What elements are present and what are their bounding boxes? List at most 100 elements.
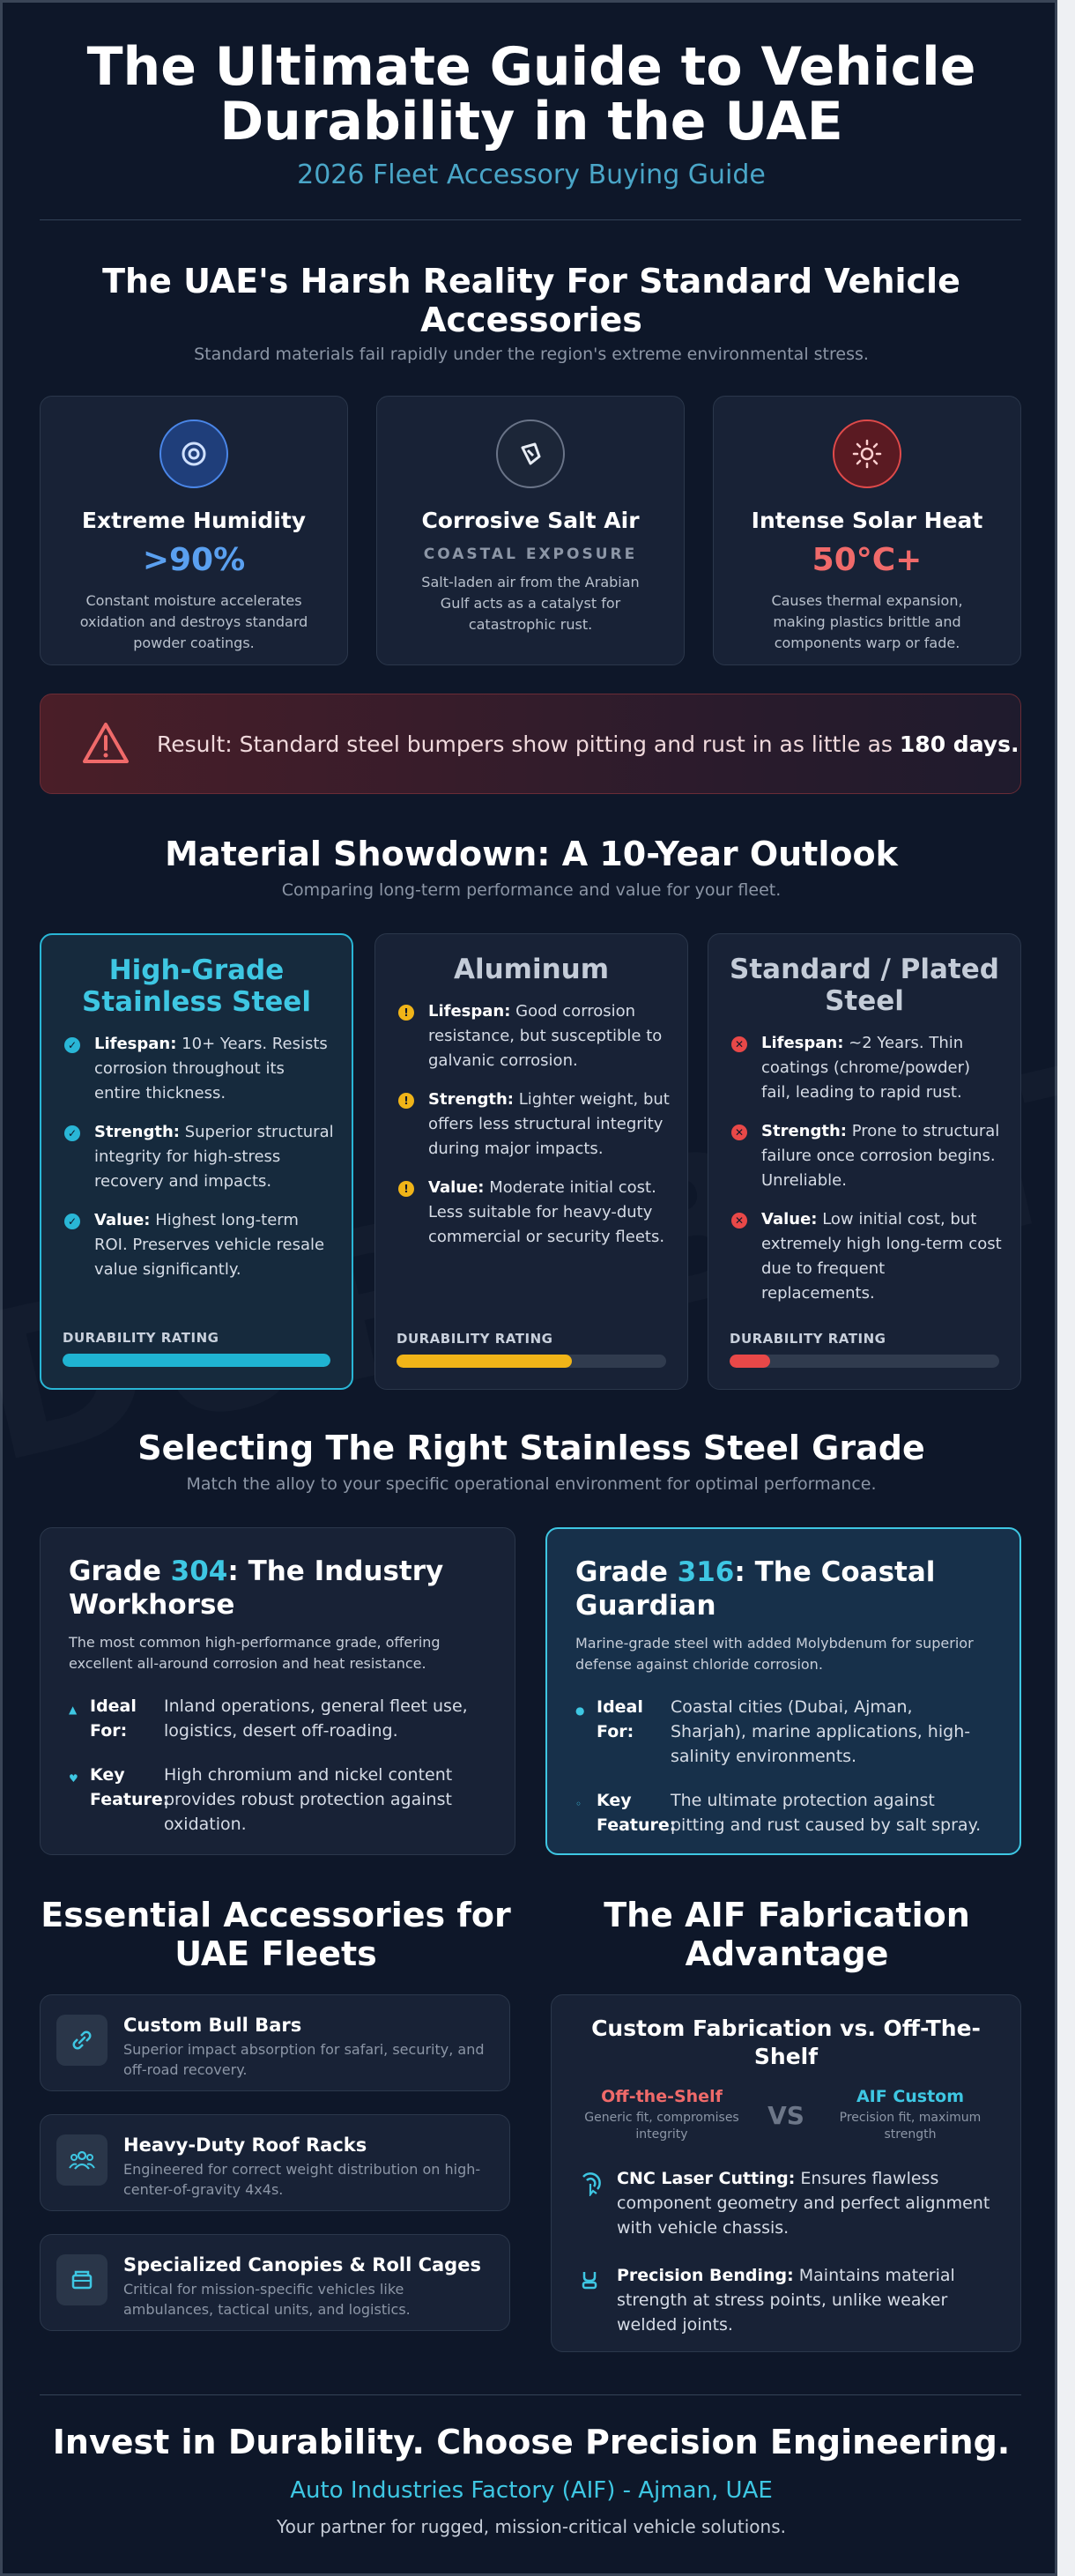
aif-custom-desc: Precision fit, maximum strength: [839, 2111, 982, 2142]
link-icon: [56, 2015, 108, 2066]
off-the-shelf-label: Off-the-Shelf: [601, 2087, 723, 2106]
accessory-item: Specialized Canopies & Roll Cages Critica…: [40, 2234, 510, 2331]
material-point: ! Value: Moderate initial cost. Less suit…: [398, 1176, 670, 1250]
fabrication-card: Custom Fabrication vs. Off-The-Shelf Off…: [551, 1994, 1021, 2352]
humidity-desc: Constant moisture accelerates oxidation …: [79, 592, 308, 651]
warning-icon: [83, 723, 129, 763]
accessory-desc: Superior impact absorption for safari, s…: [123, 2041, 485, 2078]
accessory-name: Custom Bull Bars: [123, 2015, 302, 2036]
x-icon: ✕: [731, 1125, 747, 1140]
materials-section-subtitle: Comparing long-term performance and valu…: [281, 880, 782, 900]
accessory-name: Heavy-Duty Roof Racks: [123, 2134, 367, 2156]
vs-label: VS: [767, 2100, 804, 2130]
solar-heat-card: Intense Solar Heat 50°C+ Causes thermal …: [713, 396, 1021, 665]
x-icon: ✕: [731, 1213, 747, 1229]
material-point: ! Lifespan: Good corrosion resistance, bu…: [398, 999, 670, 1073]
material-name: Aluminum: [453, 954, 610, 985]
reality-section-subtitle: Standard materials fail rapidly under th…: [194, 345, 869, 364]
box-icon: [56, 2254, 108, 2305]
footer-divider: [40, 2394, 1021, 2395]
grade-desc: The most common high-performance grade, …: [69, 1634, 441, 1672]
grades-section-title: Selecting The Right Stainless Steel Grad…: [137, 1429, 925, 1467]
durability-rating-fill: [397, 1355, 572, 1368]
warning-dot-icon: !: [398, 1181, 414, 1197]
grade-title: Grade 304: The Industry Workhorse: [69, 1555, 444, 1621]
accessory-item: Heavy-Duty Roof Racks Engineered for corr…: [40, 2114, 510, 2211]
accessory-desc: Critical for mission-specific vehicles l…: [123, 2281, 411, 2318]
shield-icon: ◦: [575, 1798, 582, 1810]
durability-rating-label: DURABILITY RATING: [397, 1331, 553, 1347]
footer-title: Invest in Durability. Choose Precision E…: [52, 2423, 1011, 2461]
material-card-plated-steel: Standard / Plated Steel ✕ Lifespan: ~2 Ye…: [708, 933, 1021, 1390]
check-icon: ✓: [64, 1037, 80, 1053]
check-icon: ✓: [64, 1214, 80, 1229]
material-point: ✕ Lifespan: ~2 Years. Thin coatings (chro…: [731, 1031, 1003, 1105]
salt-air-card: Corrosive Salt Air COASTAL EXPOSURE Salt…: [376, 396, 685, 665]
humidity-card: Extreme Humidity >90% Constant moisture …: [40, 396, 348, 665]
footer-company: Auto Industries Factory (AIF) - Ajman, U…: [290, 2477, 773, 2504]
material-card-aluminum: Aluminum ! Lifespan: Good corrosion resis…: [374, 933, 688, 1390]
reality-section-title: The UAE's Harsh Reality For Standard Veh…: [102, 262, 960, 339]
wave-icon: ●: [575, 1704, 585, 1717]
material-point: ✓ Lifespan: 10+ Years. Resists corrosion …: [64, 1032, 334, 1106]
accessory-item: Custom Bull Bars Superior impact absorpti…: [40, 1994, 510, 2091]
warning-dot-icon: !: [398, 1005, 414, 1021]
result-alert: Result: Standard steel bumpers show pitt…: [40, 694, 1021, 794]
grades-section-subtitle: Match the alloy to your specific operati…: [186, 1474, 877, 1494]
page-subtitle: 2026 Fleet Accessory Buying Guide: [297, 160, 766, 190]
grade-key-row: ◦ Key Feature: The ultimate protection aga…: [575, 1788, 991, 1837]
accessory-name: Specialized Canopies & Roll Cages: [123, 2254, 481, 2275]
humidity-icon: [159, 419, 228, 488]
page-title: The Ultimate Guide to Vehicle Durability…: [86, 36, 976, 152]
material-name: Standard / Plated Steel: [730, 954, 999, 1017]
durability-rating-bar: [63, 1354, 330, 1367]
bend-icon: [578, 2263, 617, 2337]
check-icon: ✓: [64, 1125, 80, 1141]
grade-316-card: Grade 316: The Coastal Guardian Marine-g…: [545, 1527, 1021, 1855]
result-alert-text: Result: Standard steel bumpers show pitt…: [157, 731, 1019, 757]
durability-rating-bar: [730, 1355, 999, 1368]
solar-heat-stat: 50°C+: [812, 542, 923, 578]
material-point: ! Strength: Lighter weight, but offers le…: [398, 1088, 670, 1162]
fabrication-point: CNC Laser Cutting: Ensures flawless comp…: [578, 2166, 994, 2240]
grade-ideal-row: ● Ideal For: Coastal cities (Dubai, Ajman,…: [575, 1695, 991, 1769]
durability-rating-bar: [397, 1355, 666, 1368]
warning-dot-icon: !: [398, 1093, 414, 1109]
header-divider: [40, 219, 1021, 220]
pin-icon: ▲: [69, 1704, 78, 1716]
grade-ideal-row: ▲ Ideal For: Inland operations, general fl…: [69, 1694, 486, 1743]
grade-title: Grade 316: The Coastal Guardian: [575, 1556, 936, 1622]
grade-304-card: Grade 304: The Industry Workhorse The mo…: [40, 1527, 515, 1855]
material-point: ✕ Strength: Prone to structural failure o…: [731, 1119, 1003, 1193]
material-point: ✓ Value: Highest long-term ROI. Preserves…: [64, 1208, 334, 1282]
result-alert-days: 180 days.: [899, 731, 1019, 757]
users-icon: [56, 2134, 108, 2186]
salt-air-label: COASTAL EXPOSURE: [423, 546, 638, 563]
comparison-row: Off-the-Shelf Generic fit, compromises in…: [578, 2087, 994, 2143]
material-card-stainless: High-Grade Stainless Steel ✓ Lifespan: 10…: [40, 933, 353, 1390]
accessories-section-title: Essential Accessories for UAE Fleets: [41, 1896, 511, 1973]
durability-rating-label: DURABILITY RATING: [63, 1330, 219, 1346]
solar-heat-desc: Causes thermal expansion, making plastic…: [771, 592, 963, 651]
x-icon: ✕: [731, 1036, 747, 1052]
off-the-shelf-desc: Generic fit, compromises integrity: [584, 2111, 739, 2142]
durability-rating-fill: [63, 1354, 330, 1367]
solar-heat-title: Intense Solar Heat: [751, 508, 983, 533]
salt-air-desc: Salt-laden air from the Arabian Gulf act…: [421, 574, 640, 633]
footer-tagline: Your partner for rugged, mission-critica…: [277, 2516, 786, 2537]
durability-rating-label: DURABILITY RATING: [730, 1331, 886, 1347]
salt-air-title: Corrosive Salt Air: [421, 508, 640, 533]
laser-icon: [578, 2166, 617, 2240]
humidity-title: Extreme Humidity: [81, 508, 307, 533]
fabrication-point: Precision Bending: Maintains material st…: [578, 2263, 994, 2337]
fabrication-card-title: Custom Fabrication vs. Off-The-Shelf: [591, 2016, 981, 2069]
aif-section-title: The AIF Fabrication Advantage: [604, 1896, 970, 1973]
accessory-desc: Engineered for correct weight distributi…: [123, 2161, 481, 2198]
salt-icon: [496, 419, 565, 488]
sun-icon: [833, 419, 901, 488]
material-name: High-Grade Stainless Steel: [82, 954, 311, 1018]
aif-custom-label: AIF Custom: [856, 2087, 965, 2106]
material-point: ✓ Strength: Superior structural integrity…: [64, 1120, 334, 1194]
durability-rating-fill: [730, 1355, 770, 1368]
